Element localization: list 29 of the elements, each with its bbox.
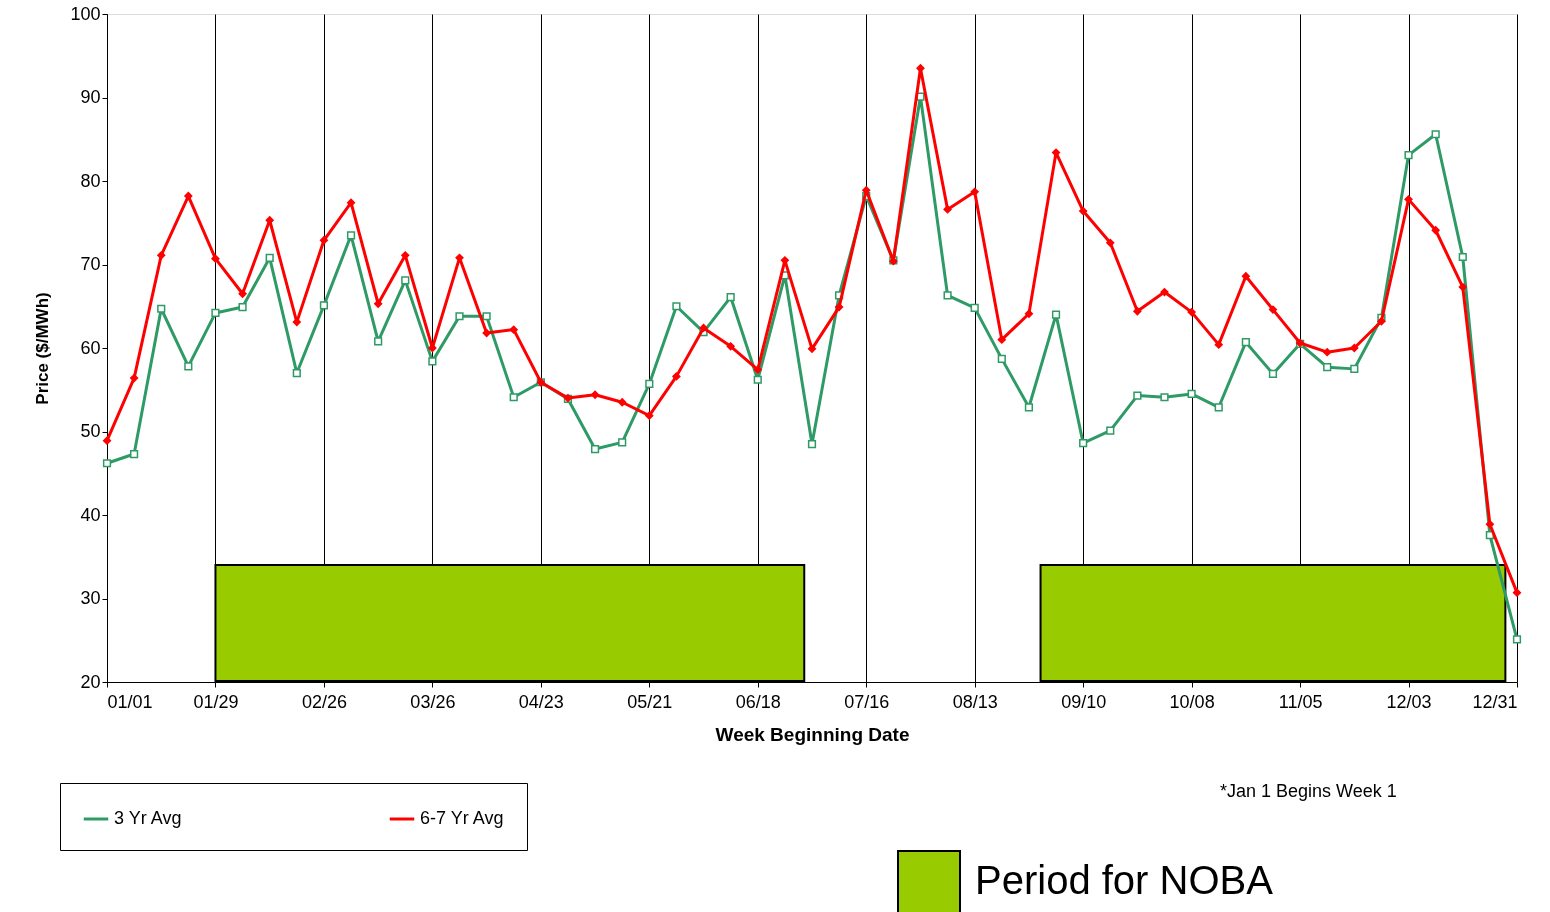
- y-tick-label: 40: [80, 504, 101, 525]
- x-tick-label: 04/23: [518, 691, 564, 712]
- x-tick-label: 12/31: [1472, 691, 1518, 712]
- y-tick-label: 30: [80, 588, 101, 608]
- y-tick-label: 80: [80, 170, 101, 191]
- y-axis-title: Price ($/MWh): [33, 292, 53, 405]
- y-tick-label: 50: [80, 421, 101, 441]
- x-tick-label: 03/26: [410, 691, 456, 712]
- y-tick-label: 60: [80, 337, 101, 358]
- y-tick-label: 70: [80, 254, 101, 274]
- x-tick-label: 02/26: [301, 691, 347, 712]
- x-tick-label: 08/13: [952, 691, 998, 712]
- x-tick-label: 01/29: [193, 691, 239, 712]
- x-tick-label: 07/16: [844, 691, 890, 712]
- y-tick-label: 20: [80, 671, 101, 692]
- legend-label: 6-7 Yr Avg: [420, 808, 504, 828]
- legend-label: Period for NOBA: [975, 858, 1274, 902]
- legend-label: 3 Yr Avg: [114, 808, 182, 828]
- x-tick-label: 11/05: [1278, 691, 1323, 712]
- text: *Jan 1 Begins Week 1: [1220, 781, 1397, 801]
- x-axis-title: Week Beginning Date: [715, 723, 910, 745]
- y-tick-label: 90: [80, 87, 101, 107]
- x-tick-label: 10/08: [1169, 691, 1215, 712]
- x-tick-label: 06/18: [735, 691, 781, 712]
- y-tick-label: 100: [70, 3, 101, 24]
- x-tick-label: 09/10: [1061, 691, 1107, 712]
- x-tick-label: 05/21: [627, 691, 673, 712]
- x-tick-label: 01/01: [107, 691, 153, 712]
- x-tick-label: 12/03: [1386, 691, 1432, 712]
